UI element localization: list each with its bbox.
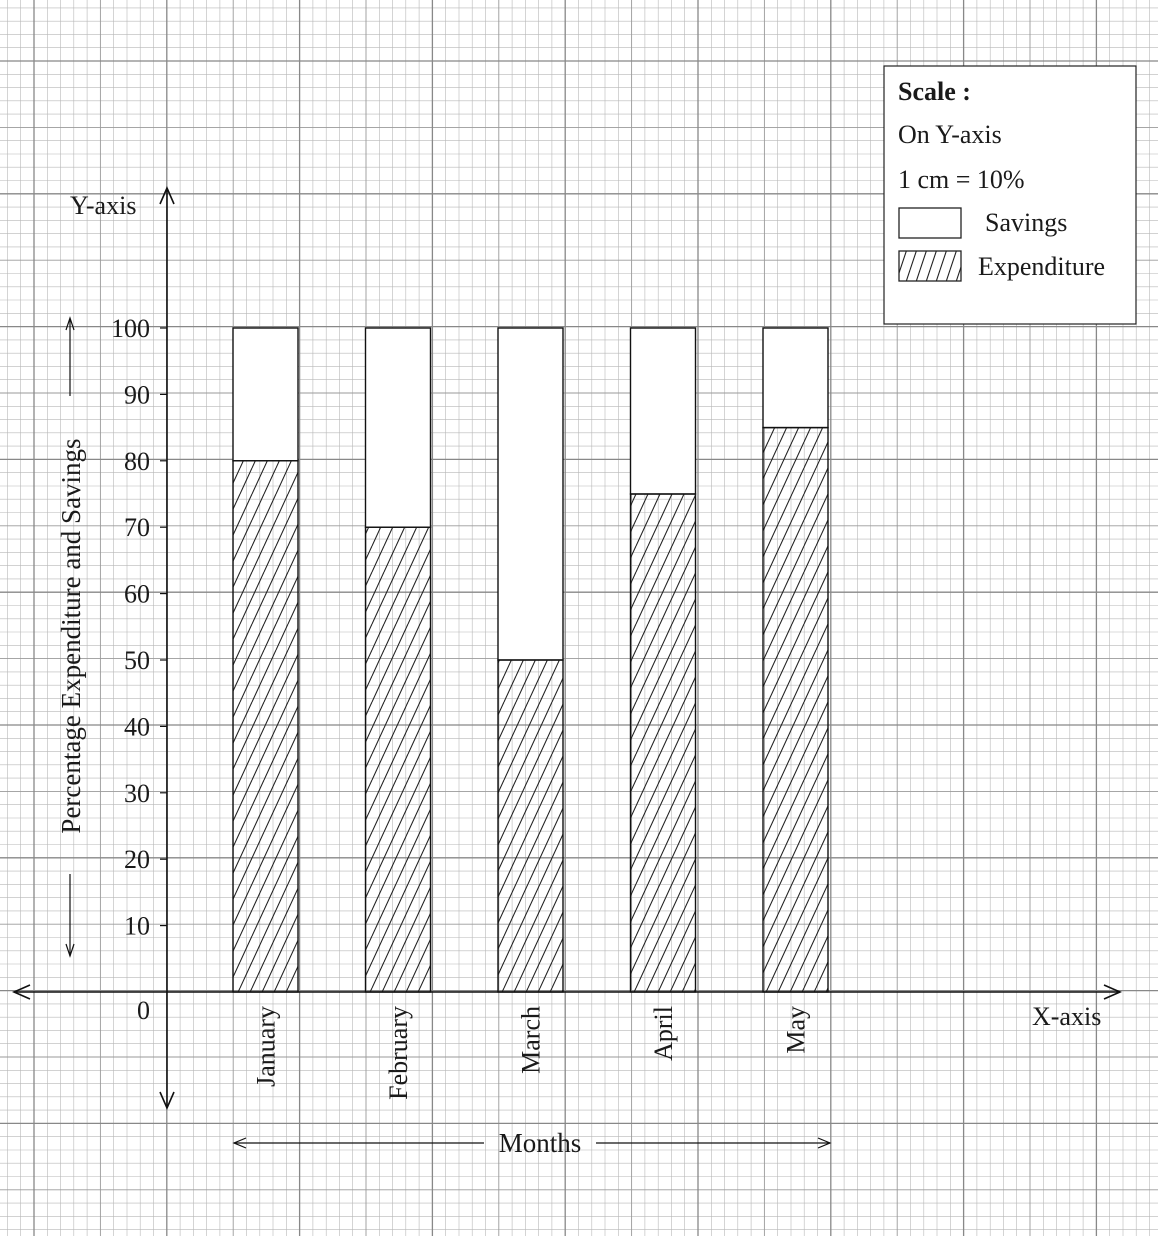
x-tick-label: May [782, 1006, 811, 1054]
bar-savings-march [497, 327, 564, 661]
bars [232, 327, 829, 993]
y-tick-label: 40 [124, 712, 150, 741]
y-tick-labels: 0 10 20 30 40 50 60 70 80 90 100 [111, 314, 167, 1025]
y-tick-label: 80 [124, 447, 150, 476]
y-axis [159, 186, 175, 1110]
legend-swatch-expenditure [898, 250, 962, 282]
bar-savings-january [232, 327, 299, 462]
x-tick-labels: January February March April May [252, 1006, 811, 1100]
y-tick-label: 30 [124, 779, 150, 808]
legend-scale-line2: 1 cm = 10% [898, 165, 1025, 194]
y-tick-label: 100 [111, 314, 150, 343]
bar-expenditure-march [497, 659, 564, 993]
legend-swatch-savings [898, 207, 962, 239]
bar-expenditure-may [762, 426, 829, 993]
y-axis-label: Percentage Expenditure and Savings [56, 438, 86, 833]
x-tick-label: April [649, 1006, 678, 1061]
x-axis-label-group: Months [232, 1128, 832, 1158]
bar-expenditure-january [232, 460, 299, 993]
x-axis-label: Months [499, 1128, 582, 1158]
x-tick-label: January [252, 1006, 281, 1087]
x-tick-label: March [517, 1006, 546, 1074]
y-tick-label: 60 [124, 580, 150, 609]
bar-savings-february [364, 327, 432, 528]
y-axis-name: Y-axis [70, 191, 136, 220]
bar-expenditure-april [629, 493, 697, 993]
x-axis-name: X-axis [1032, 1002, 1101, 1031]
bar-expenditure-february [364, 526, 432, 993]
y-tick-label: 0 [137, 996, 150, 1025]
legend: Scale : On Y-axis 1 cm = 10% Savings Exp… [883, 65, 1137, 325]
y-axis-label-group: Percentage Expenditure and Savings [56, 316, 86, 958]
legend-scale-line1: On Y-axis [898, 120, 1002, 149]
y-tick-label: 50 [124, 646, 150, 675]
legend-label-expenditure: Expenditure [978, 252, 1105, 281]
bar-savings-april [629, 327, 697, 495]
x-axis [12, 984, 1122, 1000]
y-tick-label: 10 [124, 912, 150, 941]
legend-label-savings: Savings [985, 208, 1067, 237]
y-tick-label: 70 [124, 513, 150, 542]
y-tick-label: 20 [124, 845, 150, 874]
y-tick-label: 90 [124, 380, 150, 409]
legend-title: Scale : [898, 77, 971, 106]
bar-savings-may [762, 327, 829, 429]
x-tick-label: February [384, 1006, 413, 1100]
